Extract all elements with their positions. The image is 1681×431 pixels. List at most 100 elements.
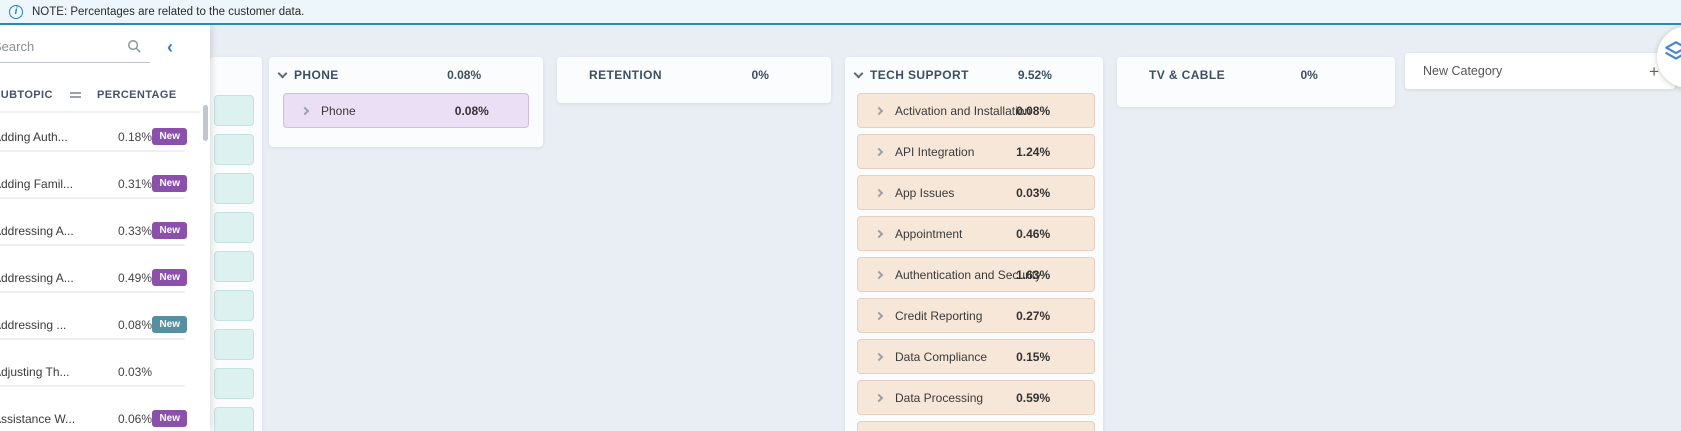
subtopics-sidebar: ‹ SUBTOPIC PERCENTAGE Adding Auth... 0.18… — [0, 25, 210, 431]
category-percentage: 0.08% — [447, 68, 482, 82]
subtopic-card-name: Phone — [321, 103, 356, 118]
subtopic-name: Adding Famil... — [0, 176, 74, 191]
subtopic-card-name: Data Compliance — [895, 349, 988, 364]
new-category-label: New Category — [1423, 64, 1503, 78]
subtopic-card-name: API Integration — [895, 144, 975, 159]
subtopic-card-clipped[interactable] — [214, 368, 254, 399]
add-category-button[interactable]: + — [1649, 61, 1659, 81]
subtopic-card-percentage: 0.46% — [1016, 226, 1051, 241]
info-icon: i — [9, 4, 23, 19]
subtopic-column-header: SUBTOPIC — [0, 89, 53, 101]
subtopic-card-percentage: 1.63% — [1016, 267, 1051, 282]
subtopic-card[interactable]: Activation and Installation 0.08% — [857, 93, 1095, 128]
subtopic-name: Adding Auth... — [0, 129, 68, 144]
category-column-tv-cable: TV & CABLE 0% — [1117, 57, 1395, 107]
subtopic-row[interactable]: Adding Auth... 0.18% New — [0, 113, 200, 160]
chevron-right-icon[interactable] — [874, 311, 884, 320]
note-bar: i NOTE: Percentages are related to the c… — [0, 0, 1681, 25]
category-column-phone: PHONE 0.08% Phone 0.08% — [269, 57, 543, 147]
subtopic-card-clipped[interactable] — [214, 329, 254, 360]
sidebar-scrollbar-thumb[interactable] — [203, 105, 208, 141]
subtopic-card[interactable]: Phone 0.08% — [283, 93, 529, 128]
subtopic-row[interactable]: Addressing A... 0.33% New — [0, 207, 200, 254]
subtopic-card-percentage: 0.27% — [1016, 308, 1051, 323]
category-column-retention: RETENTION 0% — [557, 57, 831, 103]
subtopic-card-percentage: 0.15% — [1016, 349, 1051, 364]
category-board: PHONE 0.08% Phone 0.08% RETENTION 0% TECH… — [0, 25, 1681, 431]
subtopic-percentage: 0.06% — [118, 411, 153, 426]
sidebar-scrollbar — [202, 25, 209, 431]
subtopic-row[interactable]: Addressing ... 0.08% New — [0, 301, 200, 348]
subtopic-percentage: 0.33% — [118, 223, 153, 238]
hidden-column-card-stack — [210, 57, 262, 431]
new-badge: New — [152, 175, 187, 192]
subtopic-card-clipped[interactable] — [214, 134, 254, 165]
collapse-sidebar-chevron[interactable]: ‹ — [167, 37, 173, 57]
new-badge: New — [152, 128, 187, 145]
subtopic-card-percentage: 0.08% — [454, 103, 489, 118]
subtopic-card-percentage: 0.03% — [1016, 185, 1051, 200]
chevron-right-icon[interactable] — [874, 188, 884, 197]
chevron-right-icon[interactable] — [874, 229, 884, 238]
category-title: PHONE — [294, 68, 339, 82]
subtopic-percentage: 0.49% — [118, 270, 153, 285]
subtopic-card[interactable]: App Issues 0.03% — [857, 175, 1095, 210]
subtopic-card-clipped[interactable] — [214, 407, 254, 431]
subtopic-card-list: Phone 0.08% — [269, 93, 543, 128]
subtopic-card-clipped[interactable] — [214, 95, 254, 126]
subtopic-card[interactable]: Authentication and Security 1.63% — [857, 257, 1095, 292]
search-row: ‹ — [0, 25, 200, 71]
chevron-right-icon[interactable] — [874, 147, 884, 156]
column-partially-hidden — [210, 57, 262, 431]
new-badge: New — [152, 222, 187, 239]
percentage-column-header: PERCENTAGE — [97, 89, 177, 101]
subtopic-percentage: 0.03% — [118, 364, 153, 379]
category-header: RETENTION 0% — [557, 57, 831, 93]
subtopic-card-percentage: 0.08% — [1016, 103, 1051, 118]
search-input[interactable] — [0, 35, 150, 63]
subtopic-card-clipped[interactable] — [214, 173, 254, 204]
chevron-right-icon[interactable] — [874, 352, 884, 361]
chevron-down-icon[interactable] — [277, 68, 288, 79]
category-header: TECH SUPPORT 9.52% — [845, 57, 1103, 93]
subtopic-card[interactable]: API Integration 1.24% — [857, 134, 1095, 169]
new-badge: New — [152, 316, 187, 333]
subtopic-table-header: SUBTOPIC PERCENTAGE — [0, 79, 200, 111]
category-title: TECH SUPPORT — [870, 68, 969, 82]
subtopic-row[interactable]: Adjusting Th... 0.03% — [0, 348, 200, 395]
subtopic-card-name: Authentication and Security — [895, 267, 1042, 282]
category-title: TV & CABLE — [1149, 68, 1225, 82]
sort-icon[interactable] — [70, 90, 81, 100]
subtopic-card[interactable]: Data Processing 0.59% — [857, 380, 1095, 415]
subtopic-card-clipped[interactable] — [214, 212, 254, 243]
new-badge: New — [152, 269, 187, 286]
subtopic-row[interactable]: Addressing A... 0.49% New — [0, 254, 200, 301]
chevron-right-icon[interactable] — [300, 106, 310, 115]
note-text: NOTE: Percentages are related to the cus… — [32, 5, 305, 18]
subtopic-card-clipped[interactable] — [214, 251, 254, 282]
new-category-card[interactable]: New Category + — [1405, 53, 1675, 89]
subtopic-card[interactable]: Appointment 0.46% — [857, 216, 1095, 251]
subtopic-name: Addressing A... — [0, 270, 74, 285]
subtopic-card-name: Activation and Installation — [895, 103, 1032, 118]
chevron-down-icon[interactable] — [853, 68, 864, 79]
category-header: PHONE 0.08% — [269, 57, 543, 93]
subtopic-name: Adjusting Th... — [0, 364, 70, 379]
chevron-right-icon[interactable] — [874, 393, 884, 402]
subtopic-row[interactable]: Adding Famil... 0.31% New — [0, 160, 200, 207]
subtopic-name: Addressing A... — [0, 223, 74, 238]
subtopic-card-clipped[interactable] — [214, 290, 254, 321]
subtopic-card-partial[interactable] — [857, 421, 1095, 431]
chevron-right-icon[interactable] — [874, 270, 884, 279]
subtopic-card[interactable]: Data Compliance 0.15% — [857, 339, 1095, 374]
category-percentage: 0% — [751, 68, 769, 82]
category-title: RETENTION — [589, 68, 662, 82]
subtopic-row[interactable]: Assistance W... 0.06% New — [0, 395, 200, 431]
layers-icon — [1665, 41, 1681, 60]
category-column-tech-support: TECH SUPPORT 9.52% Activation and Instal… — [845, 57, 1103, 431]
subtopic-percentage: 0.31% — [118, 176, 153, 191]
subtopic-percentage: 0.18% — [118, 129, 153, 144]
chevron-right-icon[interactable] — [874, 106, 884, 115]
search-icon[interactable] — [127, 39, 142, 54]
subtopic-card[interactable]: Credit Reporting 0.27% — [857, 298, 1095, 333]
